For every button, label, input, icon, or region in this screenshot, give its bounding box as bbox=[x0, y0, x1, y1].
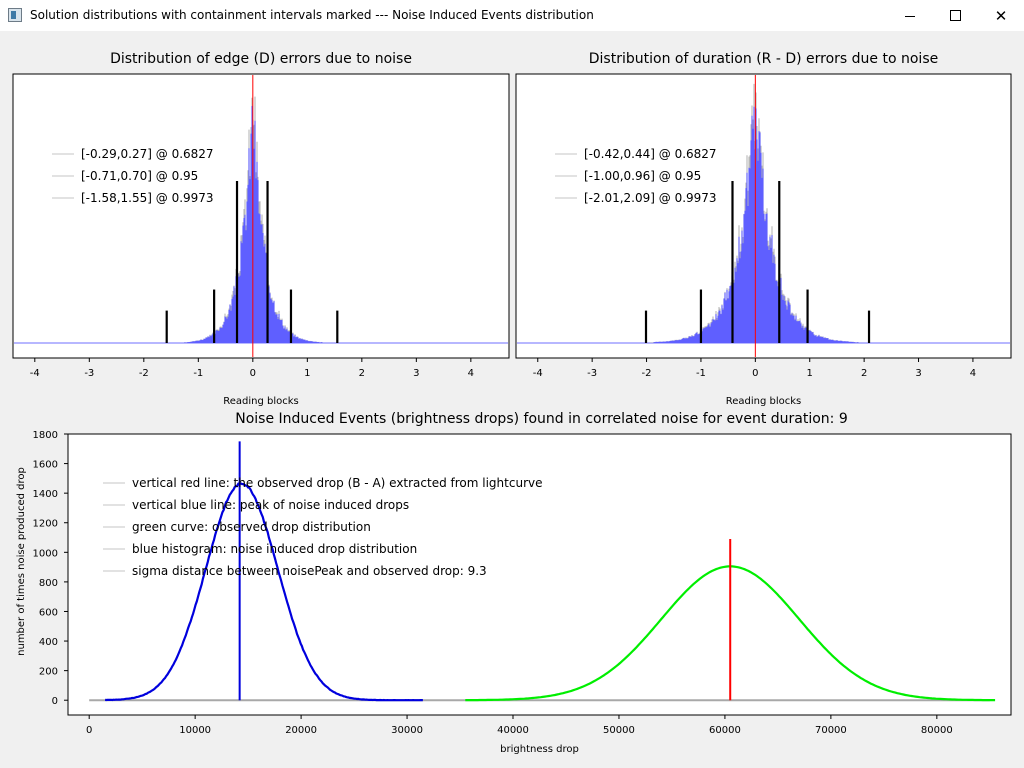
legend-entry: [-1.58,1.55] @ 0.9973 bbox=[81, 191, 214, 205]
noise-histogram-curve bbox=[105, 482, 423, 702]
x-tick-label: 1 bbox=[807, 368, 813, 379]
legend-entry: [-2.01,2.09] @ 0.9973 bbox=[584, 191, 717, 205]
maximize-button[interactable] bbox=[932, 0, 978, 31]
window-titlebar: Solution distributions with containment … bbox=[0, 0, 1024, 31]
legend-entry: [-0.71,0.70] @ 0.95 bbox=[81, 169, 198, 183]
x-tick-label: 40000 bbox=[497, 725, 529, 736]
distribution-chart-2: Distribution of duration (R - D) errors … bbox=[515, 51, 1012, 407]
app-icon bbox=[8, 8, 22, 22]
x-tick-label: 3 bbox=[413, 368, 419, 379]
legend-entry: [-1.00,0.96] @ 0.95 bbox=[584, 169, 701, 183]
x-tick-label: 1 bbox=[304, 368, 310, 379]
chart-title: Distribution of duration (R - D) errors … bbox=[589, 51, 938, 67]
plot-frame bbox=[67, 433, 1012, 716]
x-tick-label: -1 bbox=[696, 368, 706, 379]
x-tick-label: 50000 bbox=[603, 725, 635, 736]
legend-entry: [-0.42,0.44] @ 0.6827 bbox=[584, 147, 717, 161]
legend-entry: vertical red line: the observed drop (B … bbox=[132, 476, 542, 490]
x-tick-label: -3 bbox=[84, 368, 94, 379]
close-icon: ✕ bbox=[994, 6, 1008, 25]
x-axis-label: Reading blocks bbox=[726, 396, 802, 407]
y-tick-label: 1600 bbox=[33, 460, 58, 471]
histogram-bars bbox=[653, 106, 859, 343]
y-tick-label: 600 bbox=[39, 607, 58, 618]
y-tick-label: 800 bbox=[39, 578, 58, 589]
x-tick-label: 2 bbox=[861, 368, 867, 379]
y-tick-label: 0 bbox=[52, 696, 58, 707]
x-axis-label: Reading blocks bbox=[223, 396, 299, 407]
distribution-chart-1: Distribution of edge (D) errors due to n… bbox=[12, 51, 510, 407]
x-tick-label: 4 bbox=[970, 368, 976, 379]
chart-title: Noise Induced Events (brightness drops) … bbox=[235, 411, 848, 427]
x-tick-label: -2 bbox=[139, 368, 149, 379]
x-tick-label: 60000 bbox=[709, 725, 741, 736]
y-tick-label: 1200 bbox=[33, 519, 58, 530]
y-tick-label: 1400 bbox=[33, 489, 58, 500]
x-tick-label: 0 bbox=[250, 368, 256, 379]
x-tick-label: 80000 bbox=[921, 725, 953, 736]
y-tick-label: 400 bbox=[39, 637, 58, 648]
legend-entry: blue histogram: noise induced drop distr… bbox=[132, 542, 417, 556]
y-tick-label: 1800 bbox=[33, 430, 58, 441]
maximize-icon bbox=[949, 10, 961, 21]
x-tick-label: -2 bbox=[642, 368, 652, 379]
y-tick-label: 200 bbox=[39, 667, 58, 678]
x-tick-label: 0 bbox=[752, 368, 758, 379]
x-tick-label: 2 bbox=[359, 368, 365, 379]
legend-entry: vertical blue line: peak of noise induce… bbox=[132, 498, 409, 512]
noise-events-chart: Noise Induced Events (brightness drops) … bbox=[16, 411, 1012, 755]
y-axis-label: number of times noise produced drop bbox=[16, 467, 27, 656]
x-tick-label: 3 bbox=[915, 368, 921, 379]
x-tick-label: 20000 bbox=[285, 725, 317, 736]
x-tick-label: 0 bbox=[86, 725, 92, 736]
legend-entry: green curve: observed drop distribution bbox=[132, 520, 371, 534]
close-button[interactable]: ✕ bbox=[978, 0, 1024, 31]
x-axis-label: brightness drop bbox=[500, 744, 579, 755]
x-tick-label: 4 bbox=[468, 368, 474, 379]
x-tick-label: -4 bbox=[533, 368, 543, 379]
charts-canvas: Distribution of edge (D) errors due to n… bbox=[12, 51, 1012, 755]
x-tick-label: 30000 bbox=[391, 725, 423, 736]
legend-entry: sigma distance between noisePeak and obs… bbox=[132, 564, 487, 578]
y-tick-label: 1000 bbox=[33, 548, 58, 559]
x-tick-label: 70000 bbox=[815, 725, 847, 736]
minimize-button[interactable] bbox=[887, 0, 933, 31]
x-tick-label: -4 bbox=[30, 368, 40, 379]
legend-entry: [-0.29,0.27] @ 0.6827 bbox=[81, 147, 214, 161]
chart-title: Distribution of edge (D) errors due to n… bbox=[110, 51, 412, 67]
x-tick-label: -1 bbox=[193, 368, 203, 379]
x-tick-label: -3 bbox=[587, 368, 597, 379]
minimize-icon bbox=[905, 16, 915, 17]
window-title: Solution distributions with containment … bbox=[30, 8, 594, 22]
plot-area: Distribution of edge (D) errors due to n… bbox=[0, 31, 1024, 768]
x-tick-label: 10000 bbox=[179, 725, 211, 736]
